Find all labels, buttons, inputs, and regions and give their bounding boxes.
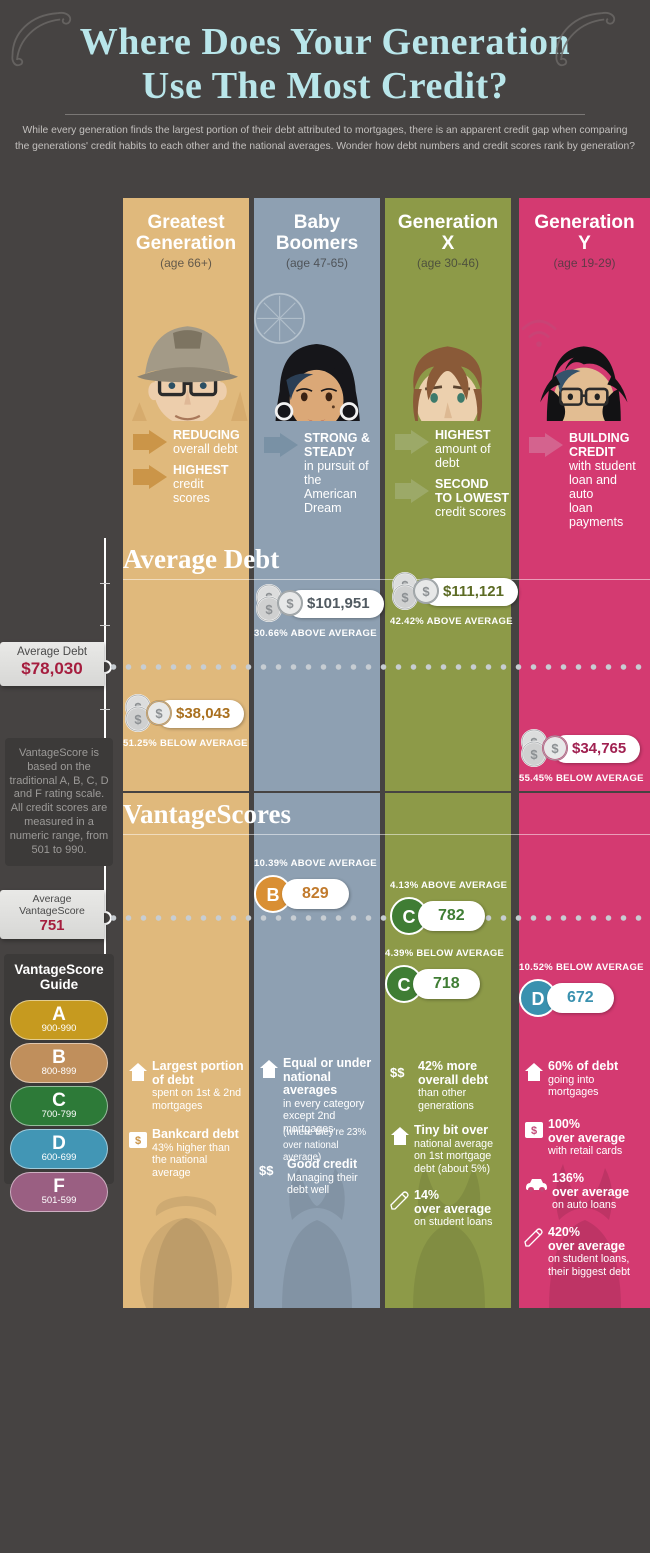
svg-text:C: C [398,975,411,995]
svg-text:D: D [532,989,545,1009]
svg-text:$: $ [135,1135,141,1147]
svg-text:$: $ [155,706,163,721]
svg-text:$: $ [401,590,409,605]
svg-text:$$: $$ [259,1163,274,1178]
svg-text:$: $ [134,712,142,727]
svg-text:B: B [267,885,280,905]
svg-text:$: $ [265,602,273,617]
svg-text:$: $ [551,741,559,756]
svg-text:$: $ [422,584,430,599]
svg-text:$: $ [286,596,294,611]
svg-text:$$: $$ [390,1065,405,1080]
svg-text:C: C [403,907,416,927]
svg-text:$: $ [531,1125,537,1137]
svg-text:$: $ [530,747,538,762]
